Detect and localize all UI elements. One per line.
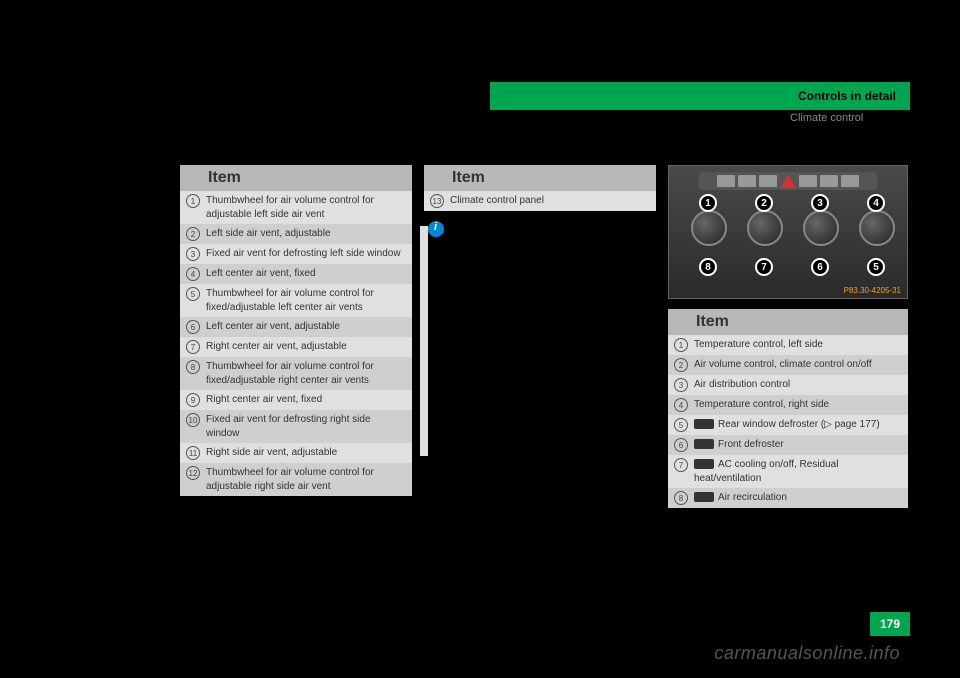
table-row: 6 Front defroster	[668, 435, 908, 455]
table-row: 4 Left center air vent, fixed	[180, 264, 412, 284]
table-row: 10 Fixed air vent for defrosting right si…	[180, 410, 412, 443]
item-number: 8	[674, 491, 688, 505]
item-number: 9	[186, 393, 200, 407]
button-icon	[694, 459, 714, 469]
item-number: 1	[674, 338, 688, 352]
table-row: 6 Left center air vent, adjustable	[180, 317, 412, 337]
item-number: 8	[186, 360, 200, 374]
table-row: 3 Fixed air vent for defrosting left side…	[180, 244, 412, 264]
item-number: 4	[674, 398, 688, 412]
table-row: 8 Air recirculation	[668, 488, 908, 508]
section-header: Controls in detail	[490, 82, 910, 110]
item-description: Right side air vent, adjustable	[206, 446, 337, 460]
item-number: 5	[186, 287, 200, 301]
item-description: Fixed air vent for defrosting left side …	[206, 247, 401, 261]
table-row: 2 Air volume control, climate control on/…	[668, 355, 908, 375]
button-icon	[694, 419, 714, 429]
section-subtitle: Climate control	[490, 112, 910, 124]
table-left: Item 1 Thumbwheel for air volume control …	[180, 165, 412, 496]
table-row: 12 Thumbwheel for air volume control for …	[180, 463, 412, 496]
dial	[803, 210, 839, 246]
table-header: Item	[180, 165, 412, 191]
item-description: Temperature control, left side	[694, 338, 823, 352]
item-description: Air recirculation	[694, 491, 787, 505]
page-number: 179	[870, 612, 910, 636]
item-description: Thumbwheel for air volume control for ad…	[206, 466, 406, 493]
item-number: 7	[674, 458, 688, 472]
item-number: 12	[186, 466, 200, 480]
column-right: 1 2 3 4 8 7 6 5 P83.30-4205-31 Item 1 Tem…	[668, 165, 908, 508]
table-row: 1 Thumbwheel for air volume control for a…	[180, 191, 412, 224]
dial	[859, 210, 895, 246]
table-row: 5 Rear window defroster (▷ page 177)	[668, 415, 908, 435]
section-title: Controls in detail	[798, 89, 896, 103]
button-icon	[694, 439, 714, 449]
table-row: 5 Thumbwheel for air volume control for f…	[180, 284, 412, 317]
table-header: Item	[668, 309, 908, 335]
item-number: 13	[430, 194, 444, 208]
item-description: Air volume control, climate control on/o…	[694, 358, 872, 372]
table-middle: Item 13 Climate control panel	[424, 165, 656, 456]
item-number: 10	[186, 413, 200, 427]
item-number: 3	[186, 247, 200, 261]
item-description: Fixed air vent for defrosting right side…	[206, 413, 406, 440]
item-description: Temperature control, right side	[694, 398, 829, 412]
watermark: carmanualsonline.info	[714, 643, 900, 664]
info-icon	[428, 221, 444, 237]
item-number: 3	[674, 378, 688, 392]
table-row: 8 Thumbwheel for air volume control for f…	[180, 357, 412, 390]
table-row: 11 Right side air vent, adjustable	[180, 443, 412, 463]
callout: 8	[699, 258, 717, 276]
item-description: Thumbwheel for air volume control for fi…	[206, 360, 406, 387]
item-number: 4	[186, 267, 200, 281]
callout: 4	[867, 194, 885, 212]
climate-panel-image: 1 2 3 4 8 7 6 5 P83.30-4205-31	[668, 165, 908, 299]
item-description: AC cooling on/off, Residual heat/ventila…	[694, 458, 902, 485]
item-number: 2	[674, 358, 688, 372]
item-description: Thumbwheel for air volume control for fi…	[206, 287, 406, 314]
item-number: 6	[674, 438, 688, 452]
item-number: 5	[674, 418, 688, 432]
item-description: Right center air vent, fixed	[206, 393, 322, 407]
item-number: 1	[186, 194, 200, 208]
table-header: Item	[424, 165, 656, 191]
item-description: Left center air vent, adjustable	[206, 320, 340, 334]
item-description: Right center air vent, adjustable	[206, 340, 347, 354]
hazard-icon	[780, 174, 796, 188]
callout: 5	[867, 258, 885, 276]
table-row: 7 Right center air vent, adjustable	[180, 337, 412, 357]
item-number: 2	[186, 227, 200, 241]
button-icon	[694, 492, 714, 502]
item-description: Climate control panel	[450, 194, 544, 208]
item-number: 11	[186, 446, 200, 460]
dash-buttons	[699, 172, 877, 190]
table-row: 2 Left side air vent, adjustable	[180, 224, 412, 244]
table-row: 1 Temperature control, left side	[668, 335, 908, 355]
callout: 1	[699, 194, 717, 212]
table-row: 3 Air distribution control	[668, 375, 908, 395]
item-number: 6	[186, 320, 200, 334]
table-row: 4 Temperature control, right side	[668, 395, 908, 415]
callout: 2	[755, 194, 773, 212]
item-description: Front defroster	[694, 438, 784, 452]
callout: 6	[811, 258, 829, 276]
item-description: Air distribution control	[694, 378, 790, 392]
table-row: 13 Climate control panel	[424, 191, 656, 211]
item-description: Left side air vent, adjustable	[206, 227, 331, 241]
item-description: Rear window defroster (▷ page 177)	[694, 418, 880, 432]
item-number: 7	[186, 340, 200, 354]
table-row: 7 AC cooling on/off, Residual heat/ventil…	[668, 455, 908, 488]
dial	[747, 210, 783, 246]
item-description: Left center air vent, fixed	[206, 267, 316, 281]
dial	[691, 210, 727, 246]
item-description: Thumbwheel for air volume control for ad…	[206, 194, 406, 221]
image-label: P83.30-4205-31	[844, 286, 901, 295]
callout: 7	[755, 258, 773, 276]
table-row: 9 Right center air vent, fixed	[180, 390, 412, 410]
callout: 3	[811, 194, 829, 212]
